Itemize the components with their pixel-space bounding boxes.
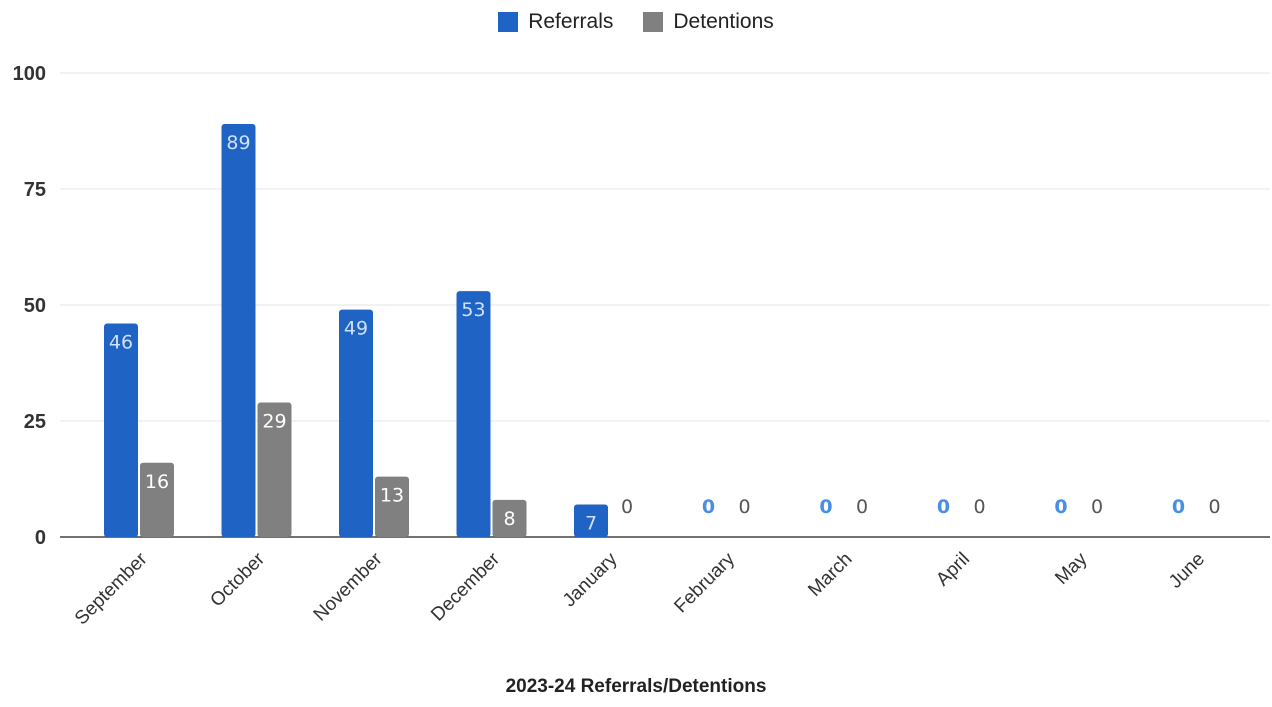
data-label: 8 <box>503 508 515 530</box>
y-tick-label: 100 <box>13 63 46 85</box>
data-label: 0 <box>1172 496 1185 518</box>
data-label: 29 <box>262 410 286 432</box>
data-label: 0 <box>621 496 633 518</box>
legend-item-detentions: Detentions <box>643 10 774 34</box>
x-tick-label: January <box>559 548 622 611</box>
legend-label-referrals: Referrals <box>528 10 614 33</box>
data-label: 0 <box>819 496 832 518</box>
x-tick-label: March <box>804 549 856 601</box>
x-tick-label: December <box>427 548 504 625</box>
data-label: 0 <box>1091 496 1103 518</box>
data-label: 0 <box>1054 496 1067 518</box>
data-label: 0 <box>856 496 868 518</box>
bar-referrals-september <box>104 323 138 537</box>
data-label: 7 <box>585 513 597 535</box>
y-tick-label: 25 <box>24 411 46 433</box>
data-label: 89 <box>226 132 250 154</box>
data-label: 0 <box>702 496 715 518</box>
bar-referrals-december <box>456 291 491 537</box>
bar-detentions-november <box>375 476 409 537</box>
data-label: 0 <box>1208 496 1220 518</box>
data-label: 49 <box>344 318 368 340</box>
data-label: 13 <box>380 485 404 507</box>
legend-label-detentions: Detentions <box>673 10 774 33</box>
bar-detentions-october <box>257 402 292 537</box>
x-tick-label: May <box>1051 548 1092 589</box>
data-label: 46 <box>109 332 133 354</box>
data-label: 0 <box>973 496 985 518</box>
bar-detentions-december <box>492 499 527 537</box>
y-tick-label: 75 <box>24 179 46 201</box>
x-tick-label: June <box>1165 549 1209 593</box>
data-label: 0 <box>738 496 750 518</box>
x-tick-label: October <box>206 548 269 611</box>
legend-swatch-referrals <box>498 12 519 32</box>
legend-swatch-detentions <box>643 12 664 32</box>
x-tick-label: November <box>310 548 387 625</box>
bar-referrals-january <box>574 504 608 537</box>
x-tick-label: April <box>932 549 974 591</box>
bar-referrals-november <box>339 309 373 537</box>
chart-legend: Referrals Detentions <box>0 10 1272 34</box>
data-label: 0 <box>937 496 950 518</box>
y-tick-label: 0 <box>35 527 46 549</box>
bar-referrals-october <box>221 124 256 537</box>
data-label: 16 <box>145 471 169 493</box>
y-tick-label: 50 <box>24 295 46 317</box>
x-tick-label: February <box>670 548 739 617</box>
legend-item-referrals: Referrals <box>498 10 613 34</box>
x-tick-label: September <box>71 548 152 629</box>
bar-detentions-september <box>140 462 174 537</box>
data-label: 53 <box>461 299 485 321</box>
x-axis-title: 2023-24 Referrals/Detentions <box>505 676 767 697</box>
